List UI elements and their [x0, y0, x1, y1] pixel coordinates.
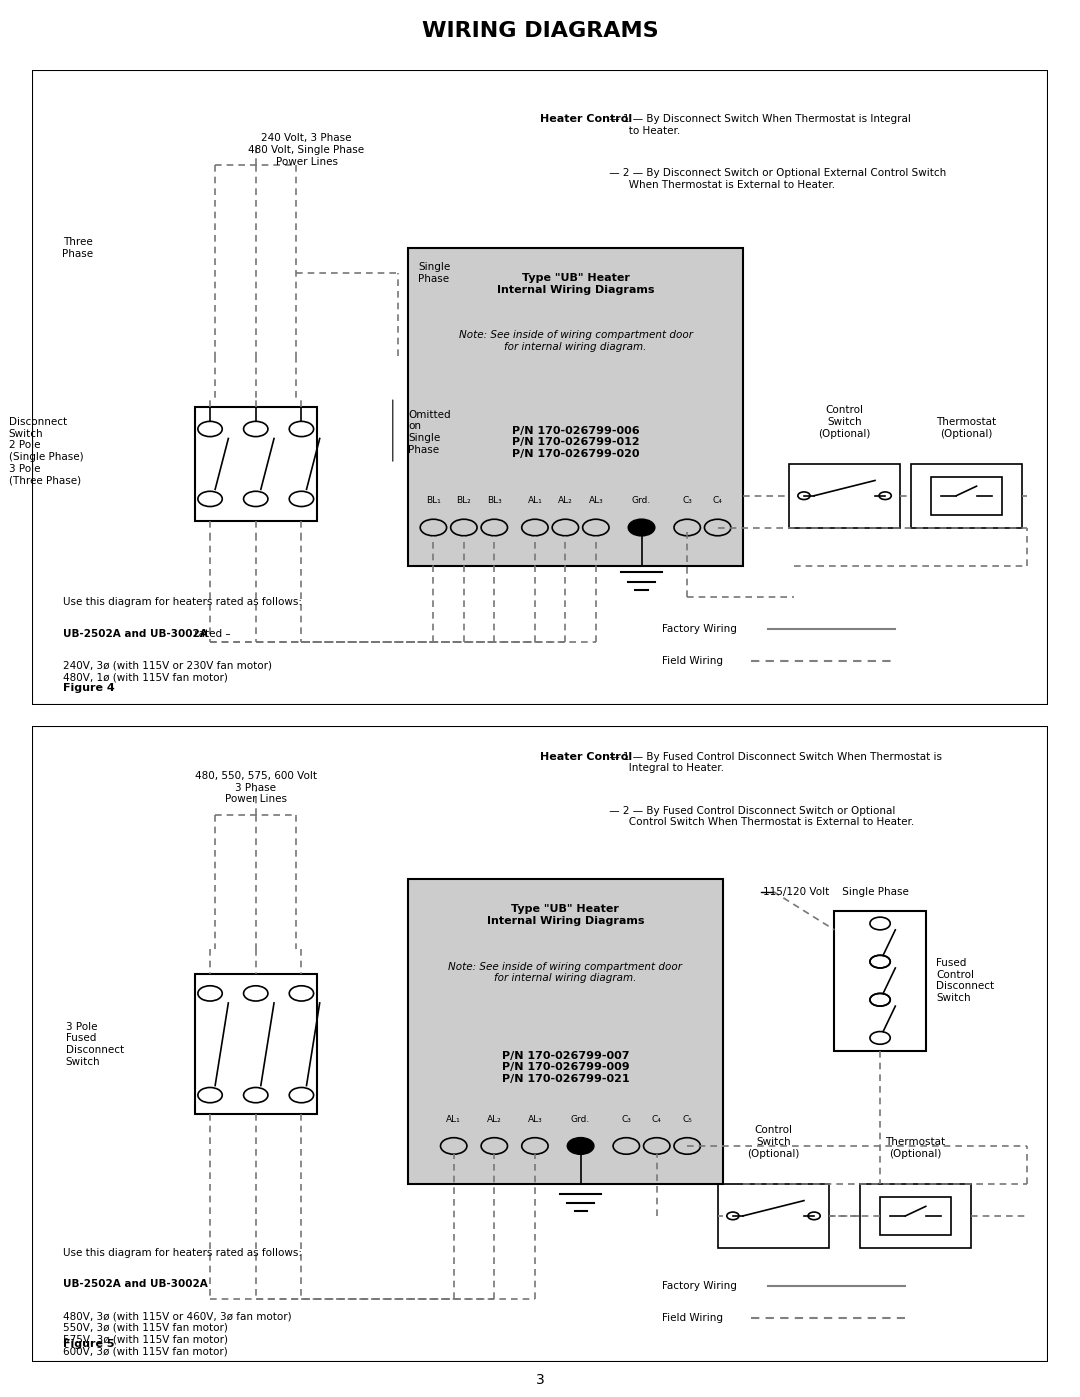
Text: Single
Phase: Single Phase: [418, 263, 450, 284]
Bar: [717, 1185, 829, 1248]
Text: AL₃: AL₃: [527, 1115, 542, 1123]
Bar: [910, 464, 1022, 528]
Text: Heater Control: Heater Control: [540, 752, 632, 761]
Text: UB-2502A and UB-3002A: UB-2502A and UB-3002A: [63, 1280, 207, 1289]
Text: BL₂: BL₂: [457, 496, 471, 506]
FancyBboxPatch shape: [408, 879, 723, 1185]
Text: Omitted
on
Single
Phase: Omitted on Single Phase: [408, 409, 450, 454]
Text: Thermostat
(Optional): Thermostat (Optional): [936, 416, 997, 439]
Text: Heater Control: Heater Control: [540, 115, 632, 124]
Bar: [194, 974, 316, 1115]
Text: Type "UB" Heater
Internal Wiring Diagrams: Type "UB" Heater Internal Wiring Diagram…: [497, 274, 654, 295]
Text: C₃: C₃: [621, 1115, 631, 1123]
Text: Grd.: Grd.: [632, 496, 651, 506]
Text: 3: 3: [536, 1373, 544, 1387]
Text: C₅: C₅: [683, 1115, 692, 1123]
Text: Note: See inside of wiring compartment door
for internal wiring diagram.: Note: See inside of wiring compartment d…: [448, 961, 683, 983]
Text: Use this diagram for heaters rated as follows:: Use this diagram for heaters rated as fo…: [63, 1248, 301, 1257]
Text: AL₂: AL₂: [558, 496, 572, 506]
Bar: [860, 1185, 972, 1248]
Text: Thermostat
(Optional): Thermostat (Optional): [886, 1137, 946, 1158]
Text: Grd.: Grd.: [571, 1115, 591, 1123]
Text: 240V, 3ø (with 115V or 230V fan motor)
480V, 1ø (with 115V fan motor): 240V, 3ø (with 115V or 230V fan motor) 4…: [63, 661, 272, 683]
Bar: [931, 476, 1002, 515]
Text: C₄: C₄: [652, 1115, 662, 1123]
Text: Type "UB" Heater
Internal Wiring Diagrams: Type "UB" Heater Internal Wiring Diagram…: [487, 904, 644, 926]
Bar: [835, 911, 926, 1051]
Text: 480V, 3ø (with 115V or 460V, 3ø fan motor)
550V, 3ø (with 115V fan motor)
575V, : 480V, 3ø (with 115V or 460V, 3ø fan moto…: [63, 1312, 292, 1356]
Text: 115/120 Volt    Single Phase: 115/120 Volt Single Phase: [764, 887, 909, 897]
Text: — 2 — By Disconnect Switch or Optional External Control Switch
       When Therm: — 2 — By Disconnect Switch or Optional E…: [606, 169, 946, 190]
Text: rated –: rated –: [191, 629, 230, 640]
Text: Figure 5: Figure 5: [63, 1340, 114, 1350]
Text: 480, 550, 575, 600 Volt
3 Phase
Power Lines: 480, 550, 575, 600 Volt 3 Phase Power Li…: [194, 771, 316, 805]
Text: AL₂: AL₂: [487, 1115, 502, 1123]
Bar: [194, 407, 316, 521]
FancyBboxPatch shape: [408, 247, 743, 566]
Text: Control
Switch
(Optional): Control Switch (Optional): [819, 405, 870, 439]
Text: AL₃: AL₃: [589, 496, 604, 506]
Text: 240 Volt, 3 Phase
480 Volt, Single Phase
Power Lines: 240 Volt, 3 Phase 480 Volt, Single Phase…: [248, 134, 365, 166]
Text: Figure 4: Figure 4: [63, 683, 114, 693]
Text: P/N 170-026799-007
P/N 170-026799-009
P/N 170-026799-021: P/N 170-026799-007 P/N 170-026799-009 P/…: [501, 1051, 630, 1084]
Text: Factory Wiring: Factory Wiring: [662, 1281, 737, 1291]
Text: C₄: C₄: [713, 496, 723, 506]
Text: Fused
Control
Disconnect
Switch: Fused Control Disconnect Switch: [936, 958, 994, 1003]
Circle shape: [629, 520, 654, 536]
Text: Field Wiring: Field Wiring: [662, 657, 723, 666]
Text: UB-2502A and UB-3002A: UB-2502A and UB-3002A: [63, 629, 207, 640]
Text: P/N 170-026799-006
P/N 170-026799-012
P/N 170-026799-020: P/N 170-026799-006 P/N 170-026799-012 P/…: [512, 426, 639, 460]
Text: — 1 — By Disconnect Switch When Thermostat is Integral
       to Heater.: — 1 — By Disconnect Switch When Thermost…: [606, 115, 910, 136]
Text: — 1 — By Fused Control Disconnect Switch When Thermostat is
       Integral to H: — 1 — By Fused Control Disconnect Switch…: [606, 752, 942, 774]
Text: WIRING DIAGRAMS: WIRING DIAGRAMS: [421, 21, 659, 42]
Text: Disconnect
Switch
2 Pole
(Single Phase)
3 Pole
(Three Phase): Disconnect Switch 2 Pole (Single Phase) …: [9, 418, 83, 485]
Text: BL₃: BL₃: [487, 496, 502, 506]
Text: AL₁: AL₁: [527, 496, 542, 506]
Bar: [880, 1197, 951, 1235]
Text: Factory Wiring: Factory Wiring: [662, 624, 737, 634]
Text: — 2 — By Fused Control Disconnect Switch or Optional
       Control Switch When : — 2 — By Fused Control Disconnect Switch…: [606, 806, 915, 827]
Text: Note: See inside of wiring compartment door
for internal wiring diagram.: Note: See inside of wiring compartment d…: [459, 331, 692, 352]
Text: Use this diagram for heaters rated as follows:: Use this diagram for heaters rated as fo…: [63, 598, 301, 608]
Bar: [788, 464, 901, 528]
Text: BL₁: BL₁: [426, 496, 441, 506]
Text: AL₁: AL₁: [446, 1115, 461, 1123]
Text: Field Wiring: Field Wiring: [662, 1313, 723, 1323]
Text: 3 Pole
Fused
Disconnect
Switch: 3 Pole Fused Disconnect Switch: [66, 1021, 124, 1067]
Text: Control
Switch
(Optional): Control Switch (Optional): [747, 1126, 799, 1158]
Text: C₃: C₃: [683, 496, 692, 506]
Text: Three
Phase: Three Phase: [63, 237, 93, 258]
Circle shape: [567, 1137, 594, 1154]
